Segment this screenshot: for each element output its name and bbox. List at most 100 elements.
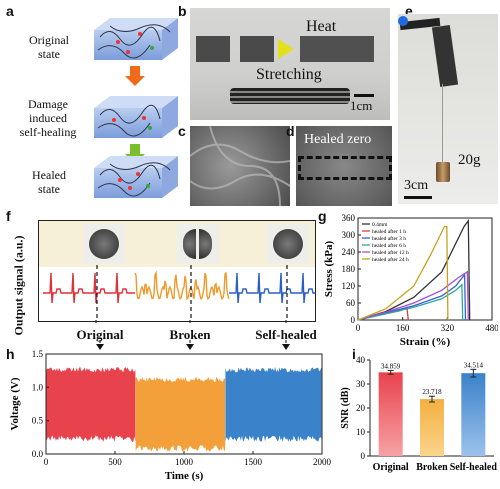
panel-label-f: f (6, 208, 11, 224)
panel-label-h: h (6, 346, 15, 362)
x-tick-label-0: Original (373, 462, 409, 473)
thread (442, 84, 443, 162)
sem-image-c (190, 126, 290, 206)
x-tick-label: 1500 (244, 457, 263, 467)
healed-zone-box (298, 156, 392, 180)
y-tick-label: 1.5 (32, 350, 44, 359)
ecg-segment-broken (134, 270, 230, 301)
x-tick-label: 500 (108, 457, 122, 467)
sample-photo-healed (267, 224, 309, 264)
voltage-segment-1 (135, 377, 226, 452)
ecg-signal (43, 265, 315, 321)
state-label-f-broken: Broken (169, 327, 211, 342)
state-label-healed: Healed state (32, 168, 66, 196)
arrow-down-1 (125, 66, 145, 86)
x-tick-label-2: Self-healed (450, 462, 498, 473)
bar-2 (461, 373, 486, 456)
legend-label-2: healed after 3 h (372, 235, 406, 242)
heat-label: Heat (306, 18, 337, 35)
sem-image-d: Healed zero (296, 126, 392, 206)
gel-block-healed (94, 156, 178, 198)
chart-g: 0 60 120 180 240 300 360 0 160 320 480 Strain (%) St… (323, 213, 498, 348)
y-tick-label: 40 (356, 356, 366, 365)
weight-label: 20g (458, 152, 481, 168)
y-tick-label: 0 (361, 451, 366, 461)
panel-label-e: e (405, 3, 413, 19)
y-tick-label: 0.5 (32, 416, 44, 426)
sample-photo-broken (177, 224, 219, 264)
film-strip (431, 25, 459, 87)
state-label-damage: Damage induced self-healing (19, 97, 77, 139)
y-tick-label: 0 (351, 315, 356, 325)
legend-label-0: 0.4mm (372, 222, 388, 228)
clamp-knob (398, 16, 408, 26)
panel-f-frame (38, 220, 316, 322)
chart-i: 0 10 20 30 40 SNR (dB) 34.859 Original 23.718 Bro… (340, 356, 498, 473)
y-axis-label: SNR (dB) (340, 387, 351, 428)
panel-f-arrows (95, 320, 290, 350)
state-label-f-original: Original (76, 327, 124, 342)
sample-piece-2 (240, 36, 274, 62)
ecg-segment-self-healed (229, 272, 315, 304)
x-tick-label: 2000 (313, 457, 332, 467)
x-tick-label: 160 (396, 323, 410, 333)
x-axis-label: Time (s) (165, 470, 204, 482)
y-axis-label: Voltage (V) (9, 377, 21, 430)
scale-label-e: 3cm (404, 178, 429, 193)
data-label-0: 34.859 (381, 362, 401, 370)
gel-block-original (94, 18, 178, 60)
heat-arrow-icon (278, 39, 294, 59)
y-axis-label: Stress (kPa) (323, 241, 335, 298)
y-tick-label: 30 (356, 379, 366, 389)
bar-1 (420, 399, 444, 456)
series-line-3 (357, 283, 464, 321)
series-line-4 (357, 270, 469, 321)
x-tick-label: 480 (485, 323, 498, 333)
series-line-2 (357, 272, 467, 321)
x-tick-label: 320 (441, 323, 455, 333)
sem-texture-c (190, 126, 290, 206)
ecg-segment-original (43, 272, 135, 304)
voltage-segment-0 (46, 367, 136, 442)
state-label-original: Original state (29, 33, 69, 61)
panel-label-d: d (286, 123, 295, 139)
data-label-1: 23.718 (422, 388, 442, 396)
x-tick-label-1: Broken (416, 462, 448, 473)
panel-label-g: g (318, 208, 327, 224)
legend-label-1: healed after 1 h (372, 228, 406, 235)
chart-h: 0.0 0.5 1.0 1.5 0 500 1000 1500 2000 Time (s) Volt… (9, 350, 332, 482)
scale-bar-e (404, 196, 432, 199)
voltage-segment-2 (225, 367, 322, 442)
sample-photo-original (83, 224, 125, 264)
y-tick-label: 120 (342, 281, 356, 291)
legend-label-5: healed after 24 h (372, 256, 409, 263)
stretched-sample (230, 88, 350, 104)
panel-label-b: b (178, 3, 187, 19)
legend-label-3: healed after 6 h (372, 242, 406, 249)
y-tick-label: 60 (346, 298, 356, 308)
data-label-2: 34.514 (464, 361, 484, 369)
x-axis-label: Strain (%) (400, 336, 451, 348)
panel-label-c: c (178, 123, 186, 139)
y-tick-label: 300 (342, 230, 356, 240)
legend-label-4: healed after 12 h (372, 249, 409, 256)
healed-sample (300, 36, 374, 62)
x-tick-label: 0 (356, 323, 361, 333)
y-tick-label: 180 (342, 264, 356, 274)
stretching-label: Stretching (256, 66, 322, 83)
photo-panel-b: Heat Stretching 1cm (190, 8, 390, 120)
y-tick-label: 1.0 (32, 382, 44, 392)
gel-block-damaged (94, 96, 178, 138)
panel-label-a: a (6, 3, 14, 19)
y-tick-label: 0.0 (32, 449, 44, 459)
y-tick-label: 360 (342, 213, 356, 223)
series-line-5 (357, 225, 449, 321)
weight (436, 162, 450, 182)
state-label-f-healed: Self-healed (255, 327, 317, 342)
y-tick-label: 240 (342, 247, 356, 257)
scale-bar (354, 94, 374, 97)
x-tick-label: 1000 (175, 457, 194, 467)
sample-piece-1 (196, 36, 230, 62)
y-tick-label: 20 (356, 403, 366, 413)
y-tick-label: 10 (356, 427, 366, 437)
